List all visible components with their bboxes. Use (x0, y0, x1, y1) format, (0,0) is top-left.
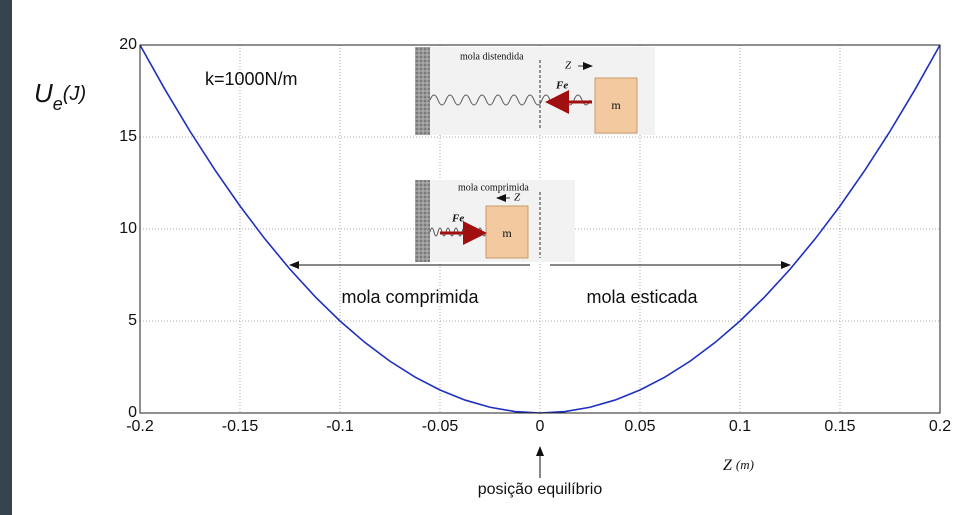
x-tick-label: 0.1 (729, 418, 751, 435)
y-tick-label: 10 (119, 220, 137, 237)
x-tick-label: 0.15 (824, 418, 855, 435)
y-label-subscript: e (53, 94, 63, 114)
x-axis-label: Z (m) (723, 457, 754, 474)
x-tick-label: -0.05 (422, 418, 459, 435)
y-axis-label: Ue(J) (34, 78, 86, 114)
x-tick-label: -0.2 (126, 418, 154, 435)
inset-title: mola comprimida (458, 182, 529, 193)
x-label-symbol: Z (723, 457, 733, 474)
inset-stretched: mola distendida Z Fe m (415, 47, 655, 135)
stretched-label: mola esticada (586, 287, 698, 307)
inset-mass: m (502, 226, 512, 240)
x-label-unit: (m) (736, 457, 754, 472)
y-label-unit: (J) (63, 83, 86, 105)
x-tick-label: 0 (536, 418, 545, 435)
compressed-label: mola comprimida (341, 287, 479, 307)
x-tick-label: -0.15 (222, 418, 259, 435)
inset-axis: Z (514, 192, 521, 204)
x-tick-label: 0.05 (624, 418, 655, 435)
block (594, 77, 638, 134)
y-tick-label: 20 (119, 36, 137, 53)
y-tick-label: 0 (128, 404, 137, 421)
spring-constant: k=1000N/m (205, 69, 298, 89)
inset-force: Fe (555, 80, 568, 92)
wall (415, 47, 430, 135)
inset-compressed: mola comprimida Z Fe m (415, 180, 575, 262)
inset-force: Fe (451, 213, 464, 225)
x-tick-label: -0.1 (326, 418, 354, 435)
wall (415, 180, 430, 262)
block (485, 205, 529, 259)
x-tick-label: 0.2 (929, 418, 951, 435)
y-label-symbol: U (34, 78, 53, 108)
inset-title: mola distendida (460, 51, 524, 62)
y-tick-label: 15 (119, 128, 137, 145)
equilibrium-label: posição equilíbrio (478, 481, 603, 498)
inset-axis: Z (565, 60, 572, 72)
inset-mass: m (611, 98, 621, 112)
plot-frame (139, 44, 941, 414)
y-tick-label: 5 (128, 312, 137, 329)
